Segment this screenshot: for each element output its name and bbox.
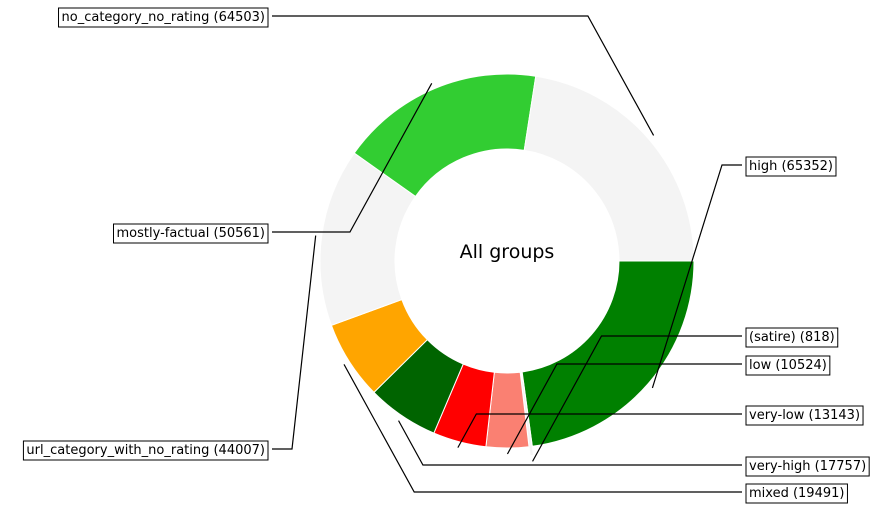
slice-label-text: high (65352) [749,159,833,174]
slice-label-box [745,355,831,376]
slice-no-category-no-rating [523,75,695,262]
slice-label-box [113,223,269,244]
slice-label-text: mixed (19491) [749,486,844,501]
leader-line-very-high [398,420,742,466]
slice-label-text: (satire) (818) [749,330,835,345]
slice-label-box [745,156,837,177]
leader-lines-layer [272,15,742,493]
leader-line-low [506,363,742,455]
slice-label-low: low (10524) [745,355,831,376]
slice-label-mixed: mixed (19491) [745,483,848,504]
leader-line-satire [532,335,742,462]
slice-label-very-low: very-low (13143) [745,405,864,426]
slice-label-box [745,327,839,348]
leader-line-very-low [457,413,742,448]
slice-labels-layer: high (65352) (satire) (818) low (10524) ver… [22,7,870,504]
slice-label-text: mostly-factual (50561) [117,226,266,241]
slice-label-box [745,405,864,426]
slice-label-box [745,456,870,477]
leader-line-no-category-no-rating [272,15,655,136]
slice-label-box [745,483,848,504]
slice-label-satire: (satire) (818) [745,327,839,348]
slice-label-box [22,440,269,461]
slice-label-high: high (65352) [745,156,837,177]
leader-line-mixed [343,364,742,493]
slice-label-text: no_category_no_rating (64503) [62,10,265,25]
slice-label-text: url_category_with_no_rating (44007) [26,443,265,458]
chart-title: All groups [460,241,555,263]
slice-label-no-category-no-rating: no_category_no_rating (64503) [58,7,269,28]
slice-label-text: very-low (13143) [749,408,860,423]
slice-label-box [58,7,269,28]
leader-line-url-category-with-no-rating [272,235,317,450]
leader-line-high [651,164,742,389]
slices-layer [319,73,695,457]
leader-line-mostly-factual [272,82,433,233]
slice-high [521,260,695,447]
slice-label-url-category-with-no-rating: url_category_with_no_rating (44007) [22,440,269,461]
slice-label-text: low (10524) [749,358,827,373]
slice-label-mostly-factual: mostly-factual (50561) [113,223,269,244]
slice-label-text: very-high (17757) [749,459,866,474]
slice-label-very-high: very-high (17757) [745,456,870,477]
